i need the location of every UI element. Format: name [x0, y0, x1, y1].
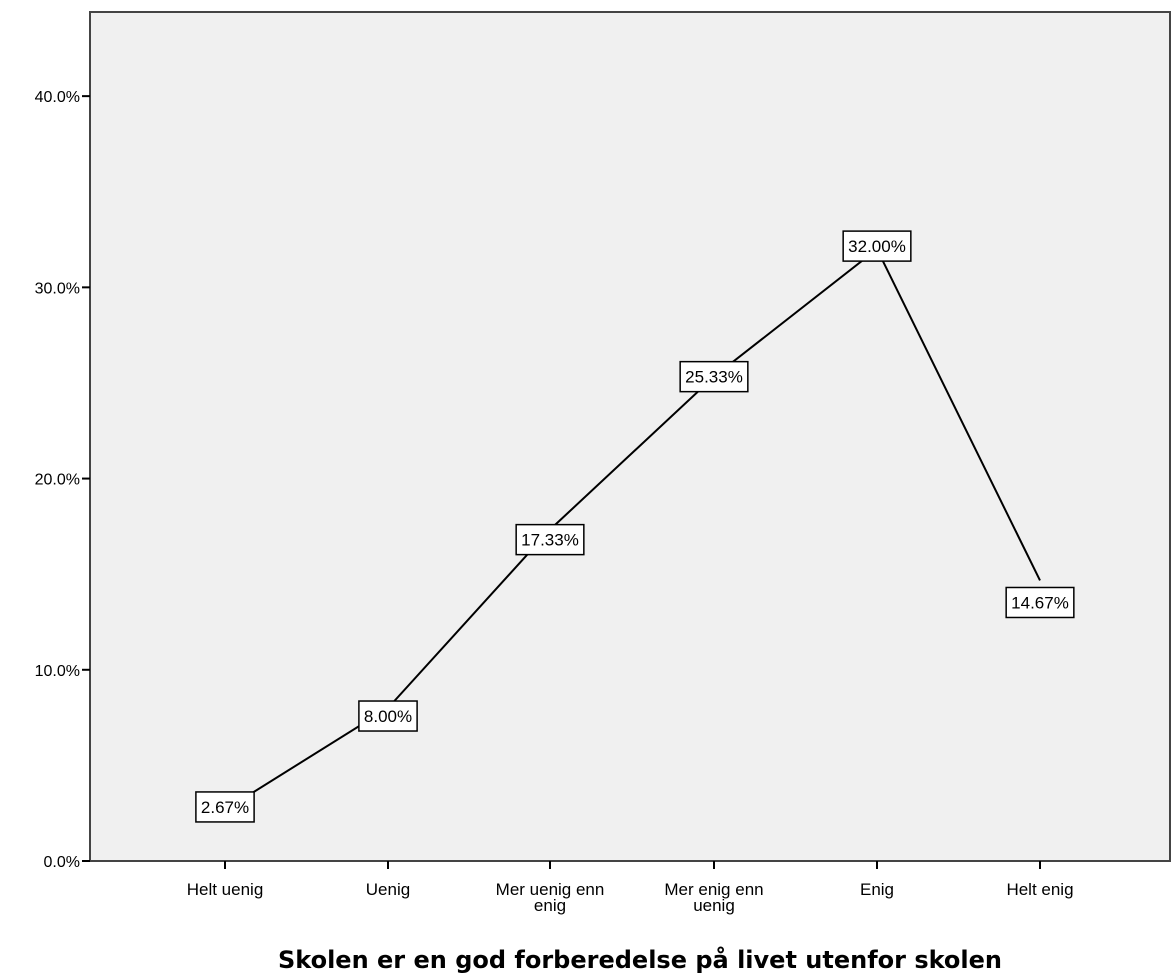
data-label: 32.00% [842, 230, 912, 262]
data-label-box [515, 523, 585, 556]
data-label-box [679, 360, 749, 393]
data-label-text: 25.33% [685, 368, 743, 387]
data-label: 2.67% [195, 791, 255, 823]
data-label-text: 2.67% [201, 798, 249, 817]
x-category-label: Helt enig [1006, 880, 1073, 899]
x-axis-title: Skolen er en god forberedelse på livet u… [278, 945, 1002, 974]
x-category-label: Uenig [366, 880, 410, 899]
plot-area [89, 11, 1171, 862]
data-label: 17.33% [515, 523, 585, 556]
data-label-text: 8.00% [364, 707, 412, 726]
data-label-box [1005, 586, 1075, 619]
y-tick-label: 20.0% [35, 472, 80, 489]
data-labels: 2.67% 8.00% 17.33% 25.33% 32.00% 14.67% [195, 230, 1075, 823]
data-label-box [842, 230, 912, 262]
data-label: 8.00% [358, 700, 418, 732]
data-label-box [358, 700, 418, 732]
y-tick-label: 40.0% [35, 89, 80, 106]
data-label-box [195, 791, 255, 823]
y-tick-label: 0.0% [44, 854, 80, 871]
x-category-label: Mer enig enn uenig [664, 880, 763, 915]
data-label-text: 32.00% [848, 237, 906, 256]
data-label: 14.67% [1005, 586, 1075, 619]
data-label: 25.33% [679, 360, 749, 393]
x-category-label: Helt uenig [187, 880, 264, 899]
y-tick-label: 30.0% [35, 280, 80, 297]
y-axis: 0.0% 10.0% 20.0% 30.0% 40.0% [35, 89, 90, 871]
data-label-text: 17.33% [521, 531, 579, 550]
x-category-label: Mer uenig enn enig [496, 880, 605, 915]
x-axis: Helt uenig Uenig Mer uenig enn enig Mer enig… [187, 861, 1074, 915]
x-category-label: Enig [860, 880, 894, 899]
y-tick-label: 10.0% [35, 663, 80, 680]
data-label-text: 14.67% [1011, 593, 1069, 612]
